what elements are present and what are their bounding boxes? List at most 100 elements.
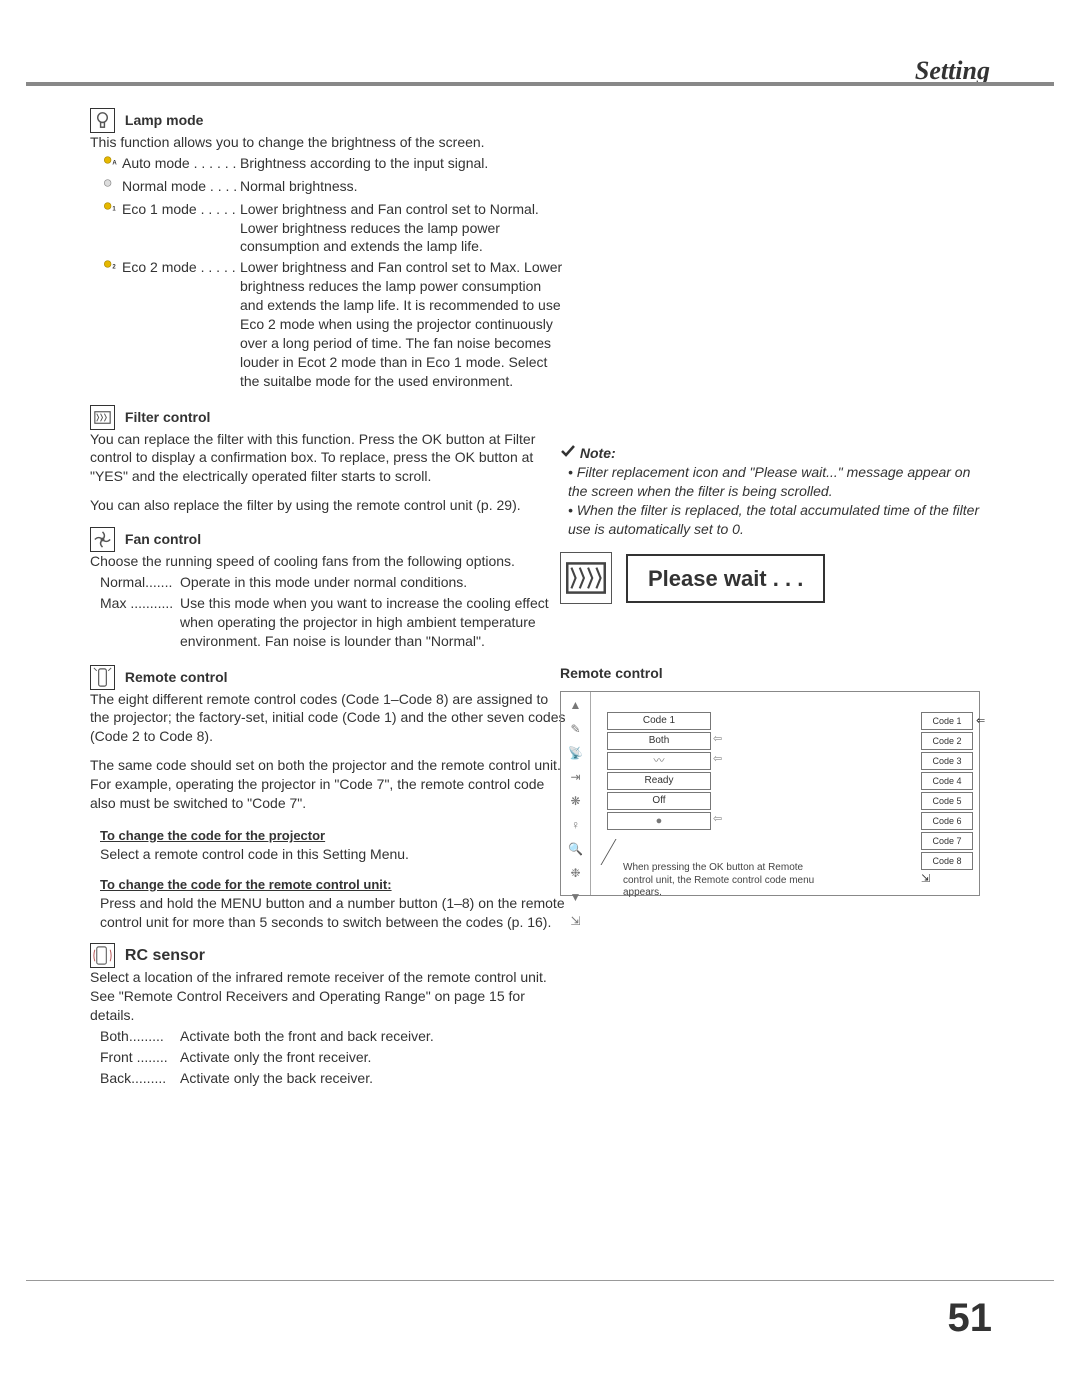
exit-sm-icon: ⇲ — [567, 912, 585, 930]
right-column: Note: • Filter replacement icon and "Ple… — [560, 444, 990, 896]
remote-control-section: Remote control The eight different remot… — [90, 665, 568, 932]
arrow-icon: ⇦ — [713, 752, 722, 767]
rc-items: Both......... Activate both the front an… — [100, 1027, 434, 1090]
rc-both-name: Both — [100, 1028, 129, 1044]
lamp-eco2-name: Eco 2 mode — [122, 259, 197, 275]
bulb-2-icon: 2 — [100, 258, 118, 274]
rc-sidebar: ▲ ✎ 📡 ⇥ ❋ ♀ 🔍 ❉ ▼ ⇲ — [561, 692, 591, 895]
rc-front-desc: Activate only the front receiver. — [180, 1048, 434, 1069]
remote-icon — [90, 665, 115, 690]
checkmark-icon — [560, 444, 576, 463]
fan-max-desc: Use this mode when you want to increase … — [180, 594, 568, 653]
fan-sm-icon: ❋ — [567, 792, 585, 810]
remote-p2: The same code should set on both the pro… — [90, 756, 568, 813]
rc-back-desc: Activate only the back receiver. — [180, 1069, 434, 1090]
note-item-2: • When the filter is replaced, the total… — [568, 501, 990, 539]
left-menu-item: 〰 — [607, 752, 711, 770]
remote-p1: The eight different remote control codes… — [90, 690, 568, 747]
remote-title: Remote control — [125, 668, 228, 687]
filter-title: Filter control — [125, 408, 211, 427]
rc-sensor-section: RC sensor Select a location of the infra… — [90, 943, 568, 1089]
lamp-items: A Auto mode . . . . . . Brightness accor… — [100, 154, 568, 393]
remote-b2: Press and hold the MENU button and a num… — [100, 894, 568, 932]
remote-b1: Select a remote control code in this Set… — [100, 845, 568, 864]
rc-front-name: Front — [100, 1049, 133, 1065]
arrow-icon: ⇦ — [713, 812, 722, 827]
right-menu-item: Code 5 — [921, 792, 973, 810]
fan-icon — [90, 527, 115, 552]
lamp-normal-name: Normal mode — [122, 178, 206, 194]
arrow-icon: ⇐ — [976, 714, 985, 729]
lamp-mode-title: Lamp mode — [125, 111, 204, 130]
left-menu-item: Both — [607, 732, 711, 750]
right-menu-item: Code 2 — [921, 732, 973, 750]
lamp-eco1-name: Eco 1 mode — [122, 201, 197, 217]
fan-max-name: Max — [100, 595, 126, 611]
bulb-a-icon: A — [100, 154, 118, 170]
bulb-icon — [100, 177, 118, 193]
bulb-1-icon: 1 — [100, 200, 118, 216]
lamp-auto-name: Auto mode — [122, 155, 190, 171]
svg-text:2: 2 — [112, 265, 116, 271]
filter-wait-icon — [560, 552, 612, 604]
left-menu-item: Ready — [607, 772, 711, 790]
lamp-mode-section: Lamp mode This function allows you to ch… — [90, 108, 568, 393]
fan-control-section: Fan control Choose the running speed of … — [90, 527, 568, 652]
rc-sensor-icon — [90, 943, 115, 968]
filter-p2: You can also replace the filter by using… — [90, 496, 568, 515]
remote-sm-icon: ✎ — [567, 720, 585, 738]
left-column: Lamp mode This function allows you to ch… — [90, 108, 568, 1102]
fan-normal-desc: Operate in this mode under normal condit… — [180, 573, 568, 594]
note-label: Note: — [580, 445, 616, 461]
footer-rule — [26, 1280, 1054, 1281]
rc-panel-label: Remote control — [560, 664, 990, 683]
plug-icon: ⇥ — [567, 768, 585, 786]
down-arrow-icon: ▼ — [567, 888, 585, 906]
right-menu-item: Code 8 — [921, 852, 973, 870]
filter-p1: You can replace the filter with this fun… — [90, 430, 568, 487]
right-menu-item: Code 6 — [921, 812, 973, 830]
search-sm-icon: 🔍 — [567, 840, 585, 858]
right-menu-item: Code 7 — [921, 832, 973, 850]
lamp-auto-desc: Brightness according to the input signal… — [240, 154, 568, 177]
fan-items: Normal....... Operate in this mode under… — [100, 573, 568, 653]
remote-h1: To change the code for the projector — [100, 827, 325, 845]
please-wait-box: Please wait . . . — [560, 552, 990, 604]
rc-caption: When pressing the OK button at Remote co… — [623, 862, 833, 900]
lamp-intro: This function allows you to change the b… — [90, 133, 568, 152]
lamp-eco1-desc: Lower brightness and Fan control set to … — [240, 200, 568, 259]
right-menu-item: Code 4 — [921, 772, 973, 790]
svg-text:1: 1 — [112, 206, 116, 212]
rc-right-menu: Code 1 Code 2 Code 3 Code 4 Code 5 Code … — [921, 712, 973, 887]
note-item-1: • Filter replacement icon and "Please wa… — [568, 463, 990, 501]
rc-p1: Select a location of the infrared remote… — [90, 968, 568, 1025]
fan-title: Fan control — [125, 530, 201, 549]
page-number: 51 — [948, 1296, 993, 1341]
left-menu-item: Off — [607, 792, 711, 810]
arrow-icon: ⇦ — [713, 732, 722, 747]
lamp-eco2-desc: Lower brightness and Fan control set to … — [240, 258, 568, 392]
speaker-sm-icon: ❉ — [567, 864, 585, 882]
fan-normal-name: Normal — [100, 574, 145, 590]
rc-both-desc: Activate both the front and back receive… — [180, 1027, 434, 1048]
rc-back-name: Back — [100, 1070, 131, 1086]
bulb-sm-icon: ♀ — [567, 816, 585, 834]
rc-title: RC sensor — [125, 945, 205, 967]
filter-control-section: Filter control You can replace the filte… — [90, 405, 568, 516]
lamp-mode-icon — [90, 108, 115, 133]
rc-left-menu: Code 1 Both 〰 Ready Off ● — [607, 712, 711, 832]
antenna-icon: 📡 — [567, 744, 585, 762]
rc-diagram: ▲ ✎ 📡 ⇥ ❋ ♀ 🔍 ❉ ▼ ⇲ Code 1 Both 〰 Ready … — [560, 691, 980, 896]
right-menu-item: Code 3 — [921, 752, 973, 770]
note-section: Note: • Filter replacement icon and "Ple… — [560, 444, 990, 538]
svg-text:A: A — [112, 161, 117, 167]
remote-h2: To change the code for the remote contro… — [100, 876, 392, 894]
fan-intro: Choose the running speed of cooling fans… — [90, 552, 568, 571]
up-arrow-icon: ▲ — [567, 696, 585, 714]
left-menu-item: Code 1 — [607, 712, 711, 730]
exit-icon: ⇲ — [921, 872, 973, 887]
header-rule — [26, 82, 1054, 86]
please-wait-text: Please wait . . . — [626, 554, 825, 604]
left-menu-item: ● — [607, 812, 711, 830]
remote-control-panel: Remote control ▲ ✎ 📡 ⇥ ❋ ♀ 🔍 ❉ ▼ ⇲ Code … — [560, 664, 990, 896]
